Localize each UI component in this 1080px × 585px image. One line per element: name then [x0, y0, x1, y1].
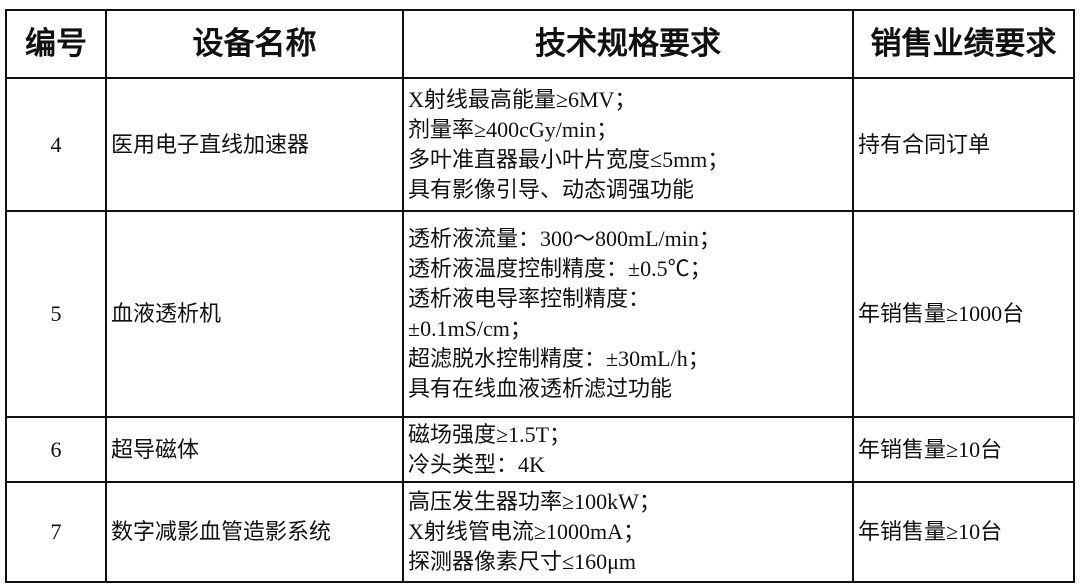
tech-specs: 磁场强度≥1.5T； 冷头类型：4K	[402, 416, 854, 483]
device-name: 医用电子直线加速器	[105, 77, 404, 212]
row-number: 6	[5, 416, 107, 483]
row-number: 7	[5, 481, 107, 583]
table-row: 7 数字减影血管造影系统 高压发生器功率≥100kW； X射线管电流≥1000m…	[5, 481, 1075, 583]
table-row: 6 超导磁体 磁场强度≥1.5T； 冷头类型：4K 年销售量≥10台	[5, 416, 1075, 483]
spec-line: X射线最高能量≥6MV；	[408, 86, 637, 112]
tech-specs: 高压发生器功率≥100kW； X射线管电流≥1000mA； 探测器像素尺寸≤16…	[402, 481, 854, 583]
spec-line: 多叶准直器最小叶片宽度≤5mm；	[408, 146, 730, 172]
spec-line: 剂量率≥400cGy/min；	[408, 116, 619, 142]
spec-line: 冷头类型：4K	[408, 451, 545, 477]
spec-line: 透析液电导率控制精度：	[408, 286, 651, 311]
spec-line: 具有在线血液透析滤过功能	[408, 376, 673, 401]
spec-line: 透析液流量：300～800mL/min；	[408, 226, 721, 251]
table-row: 4 医用电子直线加速器 X射线最高能量≥6MV； 剂量率≥400cGy/min；…	[5, 77, 1075, 212]
sales-requirement: 年销售量≥1000台	[852, 210, 1075, 418]
row-number: 4	[5, 77, 107, 212]
row-number: 5	[5, 210, 107, 418]
device-name: 血液透析机	[105, 210, 404, 418]
tech-specs: X射线最高能量≥6MV； 剂量率≥400cGy/min； 多叶准直器最小叶片宽度…	[402, 77, 854, 212]
header-sales-requirement: 销售业绩要求	[852, 9, 1075, 79]
spec-line: 磁场强度≥1.5T；	[408, 421, 572, 447]
tech-specs: 透析液流量：300～800mL/min； 透析液温度控制精度：±0.5℃； 透析…	[402, 210, 854, 418]
spec-line: 透析液温度控制精度：±0.5℃；	[408, 256, 712, 281]
spec-line: 探测器像素尺寸≤160μm	[408, 549, 636, 574]
sales-requirement: 年销售量≥10台	[852, 481, 1075, 583]
header-number: 编号	[5, 9, 107, 79]
spec-line: 高压发生器功率≥100kW；	[408, 489, 661, 514]
sales-requirement: 年销售量≥10台	[852, 416, 1075, 483]
header-device-name: 设备名称	[105, 9, 404, 79]
spec-line: ±0.1mS/cm；	[408, 316, 532, 341]
equipment-requirements-table: 编号 设备名称 技术规格要求 销售业绩要求 4 医用电子直线加速器 X射线最高能…	[5, 9, 1075, 583]
spec-line: 超滤脱水控制精度：±30mL/h；	[408, 346, 710, 371]
sales-requirement: 持有合同订单	[852, 77, 1075, 212]
spec-line: X射线管电流≥1000mA；	[408, 519, 645, 544]
header-row: 编号 设备名称 技术规格要求 销售业绩要求	[5, 9, 1075, 79]
device-name: 超导磁体	[105, 416, 404, 483]
spec-line: 具有影像引导、动态调强功能	[408, 176, 695, 202]
header-tech-specs: 技术规格要求	[402, 9, 854, 79]
device-name: 数字减影血管造影系统	[105, 481, 404, 583]
table-row: 5 血液透析机 透析液流量：300～800mL/min； 透析液温度控制精度：±…	[5, 210, 1075, 418]
